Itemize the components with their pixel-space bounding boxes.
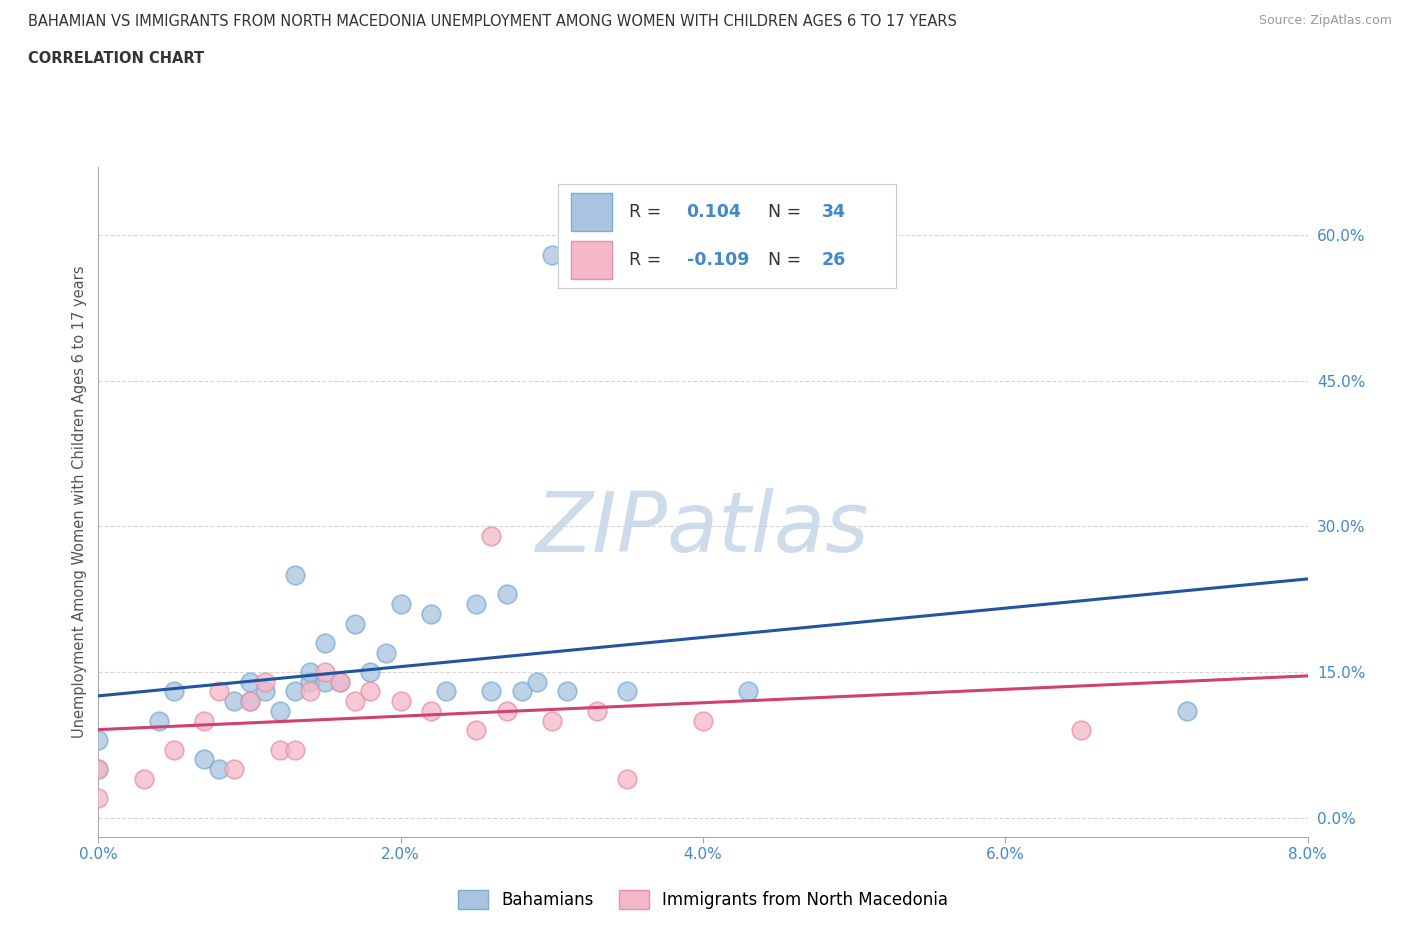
Point [193,752,215,767]
Point [224,762,246,777]
Point [389,694,412,709]
Text: 26: 26 [823,251,846,269]
Point [1070,723,1092,737]
Point [329,674,352,689]
Point [434,684,457,698]
Point [208,684,231,698]
Point [163,684,186,698]
Legend: Bahamians, Immigrants from North Macedonia: Bahamians, Immigrants from North Macedon… [451,884,955,916]
Point [510,684,533,698]
Point [495,703,517,718]
FancyBboxPatch shape [571,241,612,279]
Point [148,713,170,728]
Point [87,733,110,748]
Point [87,762,110,777]
Text: -0.109: -0.109 [686,251,749,269]
Text: Source: ZipAtlas.com: Source: ZipAtlas.com [1258,14,1392,27]
Point [359,665,381,680]
Text: ZIPatlas: ZIPatlas [536,488,870,569]
Text: CORRELATION CHART: CORRELATION CHART [28,51,204,66]
Text: 0.104: 0.104 [686,203,741,221]
Point [253,684,276,698]
Point [284,742,307,757]
Point [329,674,352,689]
Point [479,684,503,698]
Point [239,694,262,709]
Point [299,665,322,680]
Point [299,674,322,689]
Point [540,247,562,262]
Point [616,684,638,698]
Point [479,529,503,544]
Point [389,597,412,612]
Text: R =: R = [628,203,661,221]
Point [239,674,262,689]
Point [526,674,548,689]
Point [284,567,307,582]
Point [253,674,276,689]
Y-axis label: Unemployment Among Women with Children Ages 6 to 17 years: Unemployment Among Women with Children A… [72,266,87,738]
Point [737,684,759,698]
Point [465,597,488,612]
Text: N =: N = [768,251,801,269]
Point [299,684,322,698]
Point [1175,703,1198,718]
Text: N =: N = [768,203,801,221]
Point [692,713,714,728]
Point [284,684,307,698]
Point [269,742,291,757]
Point [163,742,186,757]
Text: R =: R = [628,251,661,269]
Point [465,723,488,737]
Point [132,771,155,786]
FancyBboxPatch shape [571,193,612,231]
Point [419,703,441,718]
Point [344,616,367,631]
Point [239,694,262,709]
Point [586,703,609,718]
Point [374,645,396,660]
Point [269,703,291,718]
Point [314,635,336,650]
Point [555,684,578,698]
Point [616,771,638,786]
Point [87,790,110,805]
Point [193,713,215,728]
Point [540,713,562,728]
Point [314,674,336,689]
Point [495,587,517,602]
Point [87,762,110,777]
Point [314,665,336,680]
Point [208,762,231,777]
Point [419,606,441,621]
Point [224,694,246,709]
Point [359,684,381,698]
Point [344,694,367,709]
Text: BAHAMIAN VS IMMIGRANTS FROM NORTH MACEDONIA UNEMPLOYMENT AMONG WOMEN WITH CHILDR: BAHAMIAN VS IMMIGRANTS FROM NORTH MACEDO… [28,14,957,29]
Text: 34: 34 [823,203,846,221]
